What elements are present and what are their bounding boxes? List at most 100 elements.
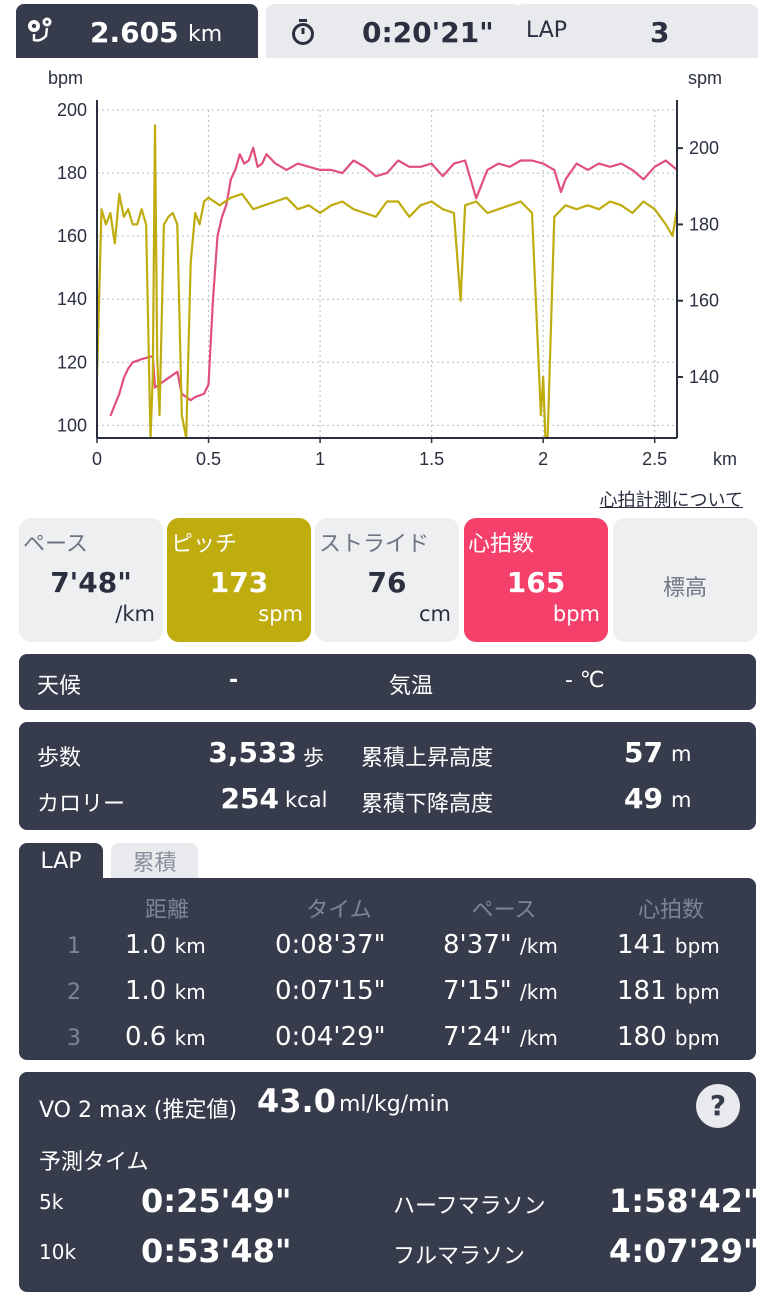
prediction-title: 予測タイム [39, 1150, 149, 1175]
lap-pace-unit: /km [520, 1026, 558, 1050]
lap-distance: 0.6 km [125, 1022, 206, 1052]
lap-index: 2 [67, 980, 81, 1005]
vo2max-panel: VO 2 max (推定値) 43.0 ml/kg/min ? 予測タイム 5k… [19, 1072, 760, 1292]
ascent-unit: m [671, 742, 692, 766]
time-value: 0:20'21" [362, 16, 494, 49]
y-right-tick-label: 200 [689, 138, 719, 158]
lap-pace-value: 7'24" [443, 1022, 512, 1052]
summary-panel: 歩数 3,533 歩 カロリー 254 kcal 累積上昇高度 57 m 累積下… [19, 722, 756, 830]
help-icon[interactable]: ? [696, 1084, 740, 1128]
lap-pace: 7'15" /km [443, 976, 558, 1006]
heart-rate-value: 165 [506, 566, 566, 599]
lap-pace-value: 8'37" [443, 930, 512, 960]
descent-label: 累積下降高度 [361, 792, 494, 817]
lap-distance-value: 1.0 [125, 976, 167, 1006]
time-stat[interactable]: 0:20'21" [266, 4, 523, 58]
x-axis-unit: km [713, 449, 737, 469]
lap-distance: 1.0 km [125, 930, 206, 960]
lap-stat[interactable]: LAP 3 [516, 4, 758, 58]
heart-rate-series-line [109, 146, 678, 417]
chart-svg: bpm spm km 10012014016018020014016018020… [48, 68, 737, 469]
lap-distance-value: 1.0 [125, 930, 167, 960]
distance-stat[interactable]: 2.605 km [16, 4, 258, 58]
pitch-card[interactable]: ピッチ 173 spm [167, 518, 311, 642]
lap-distance-value: 0.6 [125, 1022, 167, 1052]
y-left-tick-label: 120 [57, 352, 87, 372]
lap-heart-rate-unit: bpm [674, 1026, 720, 1050]
tab-lap[interactable]: LAP [19, 843, 103, 879]
weather-value: - [229, 668, 239, 693]
x-tick-label: 2 [538, 449, 548, 469]
y-left-tick-label: 180 [57, 163, 87, 183]
stopwatch-icon [292, 19, 314, 45]
distance-value: 2.605 [90, 16, 179, 49]
lap-label: LAP [526, 18, 568, 43]
lap-heart-rate: 141 bpm [617, 930, 720, 960]
x-tick-label: 1.5 [419, 449, 444, 469]
y-left-tick-label: 100 [57, 415, 87, 435]
temperature-label: 気温 [389, 674, 434, 699]
pace-label: ペース [23, 532, 88, 557]
heart-rate-card[interactable]: 心拍数 165 bpm [464, 518, 608, 642]
pitch-value: 173 [209, 566, 269, 599]
lap-index: 1 [67, 934, 81, 959]
y-left-tick-label: 140 [57, 289, 87, 309]
half-marathon-label: ハーフマラソン [393, 1194, 546, 1219]
lap-heart-rate-unit: bpm [674, 980, 720, 1004]
lap-table: 距離 タイム ペース 心拍数 1 1.0 km 0:08'37" 8'37" /… [19, 878, 756, 1060]
race-10k-time: 0:53'48" [141, 1232, 292, 1270]
race-5k-time: 0:25'49" [141, 1182, 292, 1220]
lap-time: 0:08'37" [275, 930, 386, 960]
header-time: タイム [306, 898, 372, 923]
elevation-label: 標高 [662, 576, 707, 601]
half-marathon-time: 1:58'42" [609, 1182, 760, 1220]
weather-panel: 天候 - 気温 - ℃ [19, 654, 756, 710]
stride-label: ストライド [319, 532, 430, 557]
lap-index: 3 [67, 1026, 81, 1051]
x-tick-label: 0 [92, 449, 102, 469]
y-right-tick-label: 160 [689, 291, 719, 311]
ascent-value: 57 [624, 736, 663, 769]
pitch-series-line [95, 124, 679, 440]
lap-time: 0:04'29" [275, 1022, 386, 1052]
elevation-card[interactable]: 標高 [613, 518, 757, 642]
race-10k-label: 10k [39, 1240, 77, 1264]
heart-rate-measurement-link[interactable]: 心拍計測について [599, 490, 743, 511]
full-marathon-label: フルマラソン [393, 1244, 526, 1269]
ascent-label: 累積上昇高度 [361, 746, 494, 771]
right-axis-unit: spm [688, 68, 722, 88]
y-right-tick-label: 180 [689, 214, 719, 234]
vo2max-unit: ml/kg/min [339, 1092, 450, 1117]
lap-value: 3 [650, 16, 670, 49]
distance-unit: km [188, 22, 223, 47]
lap-distance-unit: km [174, 1026, 206, 1050]
stride-value: 76 [367, 566, 407, 599]
lap-pace-unit: /km [520, 980, 558, 1004]
left-axis-unit: bpm [48, 68, 83, 88]
lap-pace: 7'24" /km [443, 1022, 558, 1052]
tab-cumulative[interactable]: 累積 [111, 843, 198, 879]
stride-card[interactable]: ストライド 76 cm [315, 518, 459, 642]
calories-label: カロリー [37, 792, 126, 817]
stride-unit: cm [418, 602, 451, 626]
lap-heart-rate: 181 bpm [617, 976, 720, 1006]
pace-value: 7'48" [50, 566, 132, 599]
route-pin-icon [28, 17, 52, 42]
lap-pace: 8'37" /km [443, 930, 558, 960]
vo2max-label: VO 2 max (推定値) [39, 1098, 238, 1123]
x-tick-label: 2.5 [642, 449, 667, 469]
y-left-tick-label: 200 [57, 100, 87, 120]
descent-value: 49 [624, 782, 663, 815]
pitch-unit: spm [258, 602, 303, 626]
stats-bar: 2.605 km 0:20'21" LAP 3 [16, 4, 758, 58]
x-tick-label: 0.5 [196, 449, 221, 469]
pace-unit: /km [115, 602, 155, 626]
weather-label: 天候 [37, 674, 82, 699]
steps-value: 3,533 [208, 736, 297, 769]
heart-rate-pitch-chart[interactable]: bpm spm km 100 120 140 160 180 200 140 160 180 20… [0, 58, 775, 478]
steps-unit: 歩 [303, 746, 324, 770]
lap-heart-rate: 180 bpm [617, 1022, 720, 1052]
pace-card[interactable]: ペース 7'48" /km [19, 518, 163, 642]
heart-rate-unit: bpm [552, 602, 600, 626]
calories-unit: kcal [285, 788, 328, 812]
